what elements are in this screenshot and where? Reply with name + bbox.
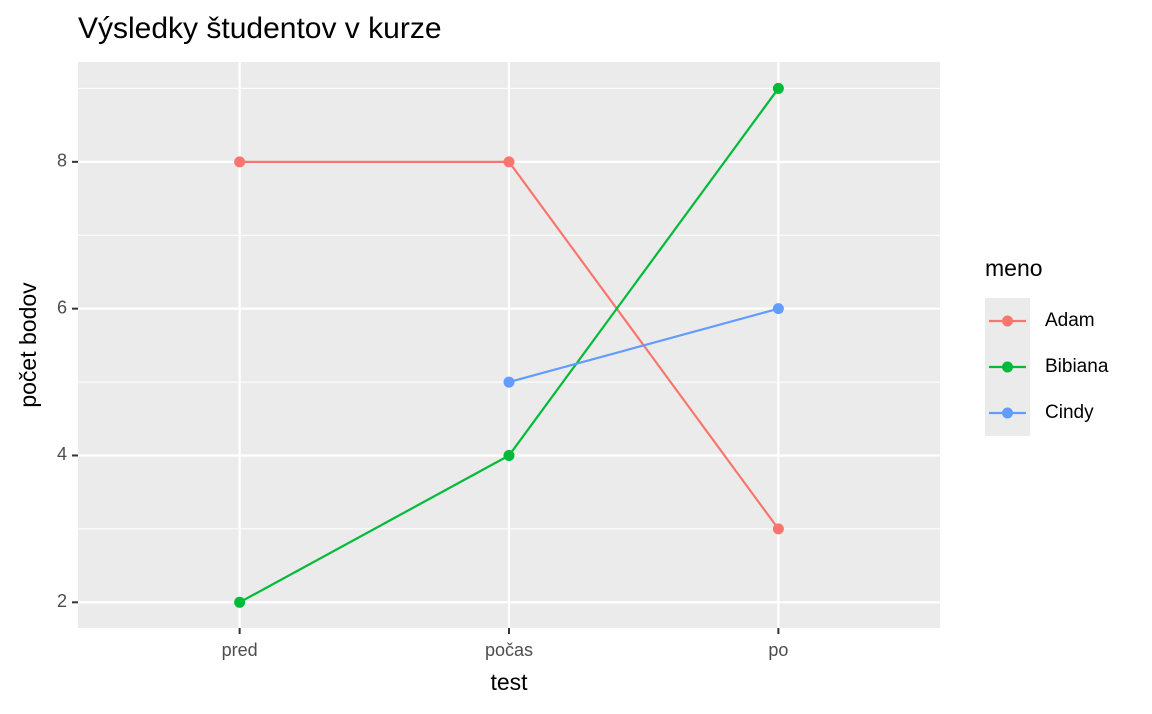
y-axis-label: počet bodov (15, 282, 41, 408)
x-tick-label: počas (485, 640, 533, 660)
legend-point (1002, 315, 1013, 327)
y-tick-label: 6 (57, 297, 67, 317)
y-tick-label: 8 (57, 151, 67, 171)
point (772, 82, 784, 94)
point (234, 156, 246, 168)
point (503, 449, 515, 461)
point (772, 523, 784, 535)
point (234, 596, 246, 608)
legend-point (1002, 407, 1013, 419)
legend-label: Bibiana (1045, 356, 1109, 377)
legend-point (1002, 361, 1013, 373)
legend-label: Adam (1045, 310, 1095, 331)
legend-title: meno (985, 255, 1043, 281)
point (503, 156, 515, 168)
x-axis-label: test (490, 669, 528, 695)
x-tick-label: po (768, 640, 788, 660)
point (503, 376, 515, 388)
legend-label: Cindy (1045, 402, 1094, 423)
point (772, 303, 784, 315)
y-tick-label: 4 (57, 444, 67, 464)
y-tick-label: 2 (57, 591, 67, 611)
x-tick-label: pred (222, 640, 258, 660)
chart-title: Výsledky študentov v kurze (78, 12, 442, 45)
series-line (508, 307, 779, 384)
